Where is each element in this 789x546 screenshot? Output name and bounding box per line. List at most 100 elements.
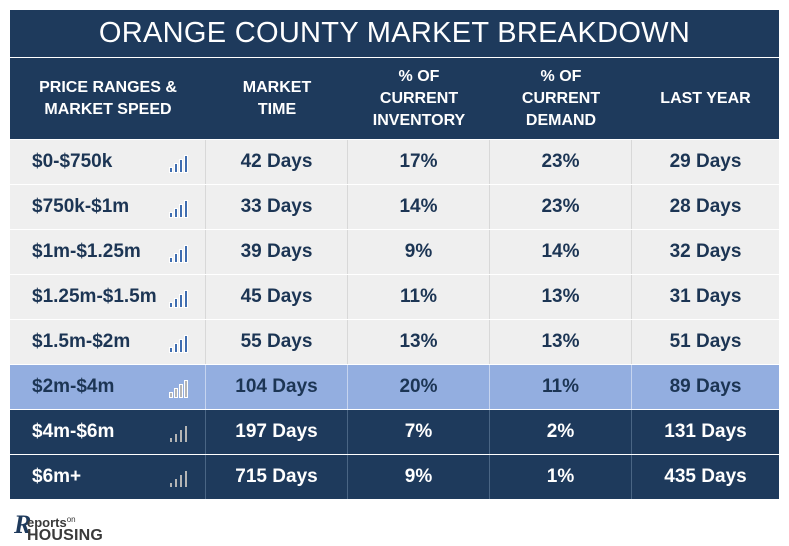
reports-on-housing-logo: R eportson HOUSING — [14, 510, 110, 545]
logo-reports-text: eportson — [27, 515, 76, 530]
market-time-cell-text: 104 Days — [235, 376, 318, 397]
inventory-cell: 9% — [348, 230, 490, 274]
market-time-cell: 45 Days — [206, 275, 348, 319]
bar-chart-icon — [169, 423, 189, 443]
column-header-inventory: % OF CURRENT INVENTORY — [372, 67, 466, 129]
demand-cell: 13% — [490, 275, 632, 319]
last-year-cell-text: 32 Days — [669, 241, 742, 262]
inventory-cell-text: 7% — [404, 421, 433, 442]
demand-cell-text: 11% — [542, 376, 579, 397]
bar-chart-icon — [169, 198, 189, 218]
inventory-cell-text: 20% — [399, 376, 438, 397]
inventory-cell: 11% — [348, 275, 490, 319]
bar-chart-icon — [169, 333, 189, 353]
price-range-cell: $750k-$1m — [10, 185, 206, 229]
demand-cell-text: 2% — [546, 421, 575, 442]
market-time-cell: 55 Days — [206, 320, 348, 364]
table-row: $1.25m-$1.5m 45 Days 11% 13% 31 Days — [10, 275, 779, 320]
inventory-cell-text: 11% — [400, 286, 437, 307]
demand-cell-text: 1% — [546, 466, 575, 487]
demand-cell: 23% — [490, 185, 632, 229]
table-title: ORANGE COUNTY MARKET BREAKDOWN — [10, 10, 779, 58]
demand-cell: 11% — [490, 365, 632, 409]
table-row: $1m-$1.25m 39 Days 9% 14% 32 Days — [10, 230, 779, 275]
market-time-cell: 39 Days — [206, 230, 348, 274]
inventory-cell: 17% — [348, 140, 490, 184]
price-range-cell-text: $750k-$1m — [32, 196, 130, 217]
price-range-cell-text: $6m+ — [32, 466, 82, 487]
last-year-cell-text: 28 Days — [669, 196, 742, 217]
price-range-cell: $1m-$1.25m — [10, 230, 206, 274]
column-header-market-time: MARKET TIME — [242, 78, 312, 118]
last-year-cell: 131 Days — [632, 410, 779, 454]
price-range-cell: $1.5m-$2m — [10, 320, 206, 364]
bar-chart-icon — [169, 243, 189, 263]
price-range-cell: $2m-$4m — [10, 365, 206, 409]
market-time-cell: 715 Days — [206, 455, 348, 499]
inventory-cell: 13% — [348, 320, 490, 364]
column-header-price-range: PRICE RANGES & MARKET SPEED — [39, 78, 177, 118]
demand-cell-text: 13% — [541, 286, 580, 307]
market-time-cell-text: 39 Days — [240, 241, 313, 262]
demand-cell: 2% — [490, 410, 632, 454]
last-year-cell: 51 Days — [632, 320, 779, 364]
last-year-cell: 29 Days — [632, 140, 779, 184]
demand-cell-text: 13% — [541, 331, 580, 352]
demand-cell-text: 23% — [541, 151, 580, 172]
price-range-cell: $0-$750k — [10, 140, 206, 184]
logo-housing-text: HOUSING — [27, 527, 104, 544]
last-year-cell-text: 435 Days — [664, 466, 747, 487]
market-time-cell-text: 33 Days — [240, 196, 313, 217]
demand-cell-text: 23% — [541, 196, 580, 217]
last-year-cell: 89 Days — [632, 365, 779, 409]
table-row: $4m-$6m 197 Days 7% 2% 131 Days — [10, 410, 779, 455]
market-time-cell: 33 Days — [206, 185, 348, 229]
price-range-cell: $6m+ — [10, 455, 206, 499]
table-header: PRICE RANGES & MARKET SPEED MARKET TIME … — [10, 58, 779, 140]
last-year-cell: 28 Days — [632, 185, 779, 229]
market-time-cell-text: 55 Days — [240, 331, 313, 352]
inventory-cell: 14% — [348, 185, 490, 229]
market-time-cell: 197 Days — [206, 410, 348, 454]
inventory-cell-text: 14% — [399, 196, 438, 217]
price-range-cell: $4m-$6m — [10, 410, 206, 454]
demand-cell: 1% — [490, 455, 632, 499]
inventory-cell: 7% — [348, 410, 490, 454]
inventory-cell-text: 9% — [404, 241, 433, 262]
price-range-cell-text: $2m-$4m — [32, 376, 115, 397]
table-row: $0-$750k 42 Days 17% 23% 29 Days — [10, 140, 779, 185]
last-year-cell: 31 Days — [632, 275, 779, 319]
market-time-cell: 42 Days — [206, 140, 348, 184]
inventory-cell-text: 13% — [399, 331, 438, 352]
bar-chart-icon — [169, 468, 189, 488]
inventory-cell-text: 17% — [399, 151, 438, 172]
market-breakdown-table: ORANGE COUNTY MARKET BREAKDOWN PRICE RAN… — [10, 10, 779, 500]
price-range-cell-text: $4m-$6m — [32, 421, 115, 442]
bar-chart-icon — [169, 288, 189, 308]
inventory-cell: 9% — [348, 455, 490, 499]
last-year-cell-text: 51 Days — [669, 331, 742, 352]
bar-chart-icon — [169, 378, 189, 398]
table-row: $1.5m-$2m 55 Days 13% 13% 51 Days — [10, 320, 779, 365]
table-row: $2m-$4m 104 Days 20% 11% 89 Days — [10, 365, 779, 410]
logo-r-mark: R — [14, 510, 32, 539]
last-year-cell-text: 31 Days — [669, 286, 742, 307]
last-year-cell: 32 Days — [632, 230, 779, 274]
demand-cell: 23% — [490, 140, 632, 184]
market-time-cell-text: 197 Days — [235, 421, 318, 442]
demand-cell: 14% — [490, 230, 632, 274]
column-header-demand: % OF CURRENT DEMAND — [521, 67, 601, 129]
market-time-cell-text: 715 Days — [235, 466, 318, 487]
column-header-last-year: LAST YEAR — [660, 89, 751, 107]
last-year-cell: 435 Days — [632, 455, 779, 499]
market-time-cell-text: 45 Days — [240, 286, 313, 307]
last-year-cell-text: 29 Days — [669, 151, 742, 172]
price-range-cell-text: $1.5m-$2m — [32, 331, 131, 352]
market-time-cell-text: 42 Days — [240, 151, 313, 172]
table-row: $750k-$1m 33 Days 14% 23% 28 Days — [10, 185, 779, 230]
bar-chart-icon — [169, 153, 189, 173]
demand-cell: 13% — [490, 320, 632, 364]
table-body: $0-$750k 42 Days 17% 23% 29 Days $750k-$1m 33 … — [10, 140, 779, 500]
price-range-cell-text: $1.25m-$1.5m — [32, 286, 157, 307]
last-year-cell-text: 89 Days — [669, 376, 742, 397]
